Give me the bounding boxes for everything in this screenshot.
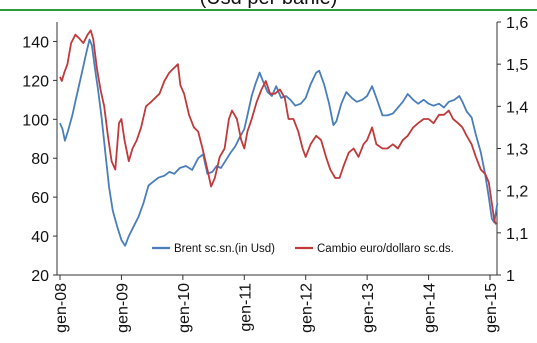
y-right-tick-label: 1 bbox=[506, 268, 515, 285]
chart-axes: 20 40 60 80 100 120 140 1 1,1 1,2 1,3 1,4 1,5 1,6 gen-… bbox=[22, 15, 528, 333]
x-tick-label: gen-15 bbox=[483, 283, 500, 333]
chart-legend: Brent sc.sn.(in Usd) Cambio euro/dollaro … bbox=[152, 243, 454, 255]
legend-item-brent-label: Brent sc.sn.(in Usd) bbox=[174, 243, 275, 255]
y-right-tick-label: 1,5 bbox=[506, 57, 528, 74]
y-right-tick-label: 1,3 bbox=[506, 142, 528, 159]
y-left-tick-label: 100 bbox=[22, 112, 49, 129]
x-tick-label: gen-11 bbox=[237, 283, 254, 332]
series-line-cambio bbox=[59, 29, 497, 225]
legend-item-cambio-label: Cambio euro/dollaro sc.ds. bbox=[317, 243, 454, 255]
y-right-tick-label: 1,2 bbox=[506, 184, 528, 201]
series-layer bbox=[59, 29, 499, 247]
x-tick-label: gen-14 bbox=[422, 283, 439, 333]
y-left-tick-label: 140 bbox=[22, 34, 49, 51]
x-tick-label: gen-09 bbox=[114, 283, 131, 333]
x-tick-label: gen-08 bbox=[53, 283, 70, 333]
y-left-tick-label: 60 bbox=[31, 190, 49, 207]
x-tick-label: gen-13 bbox=[360, 283, 377, 333]
y-right-tick-label: 1,4 bbox=[506, 99, 528, 116]
x-tick-label: gen-10 bbox=[176, 283, 193, 333]
y-left-tick-label: 120 bbox=[22, 73, 49, 90]
chart-title-fragment: (Usd per barile) bbox=[0, 0, 537, 10]
y-left-tick-label: 40 bbox=[31, 229, 49, 246]
header-rule bbox=[0, 9, 537, 11]
y-right-tick-label: 1,6 bbox=[506, 15, 528, 32]
y-right-tick-label: 1,1 bbox=[506, 226, 528, 243]
y-left-tick-label: 20 bbox=[31, 268, 49, 285]
y-left-tick-label: 80 bbox=[31, 151, 49, 168]
x-tick-label: gen-12 bbox=[299, 283, 316, 333]
